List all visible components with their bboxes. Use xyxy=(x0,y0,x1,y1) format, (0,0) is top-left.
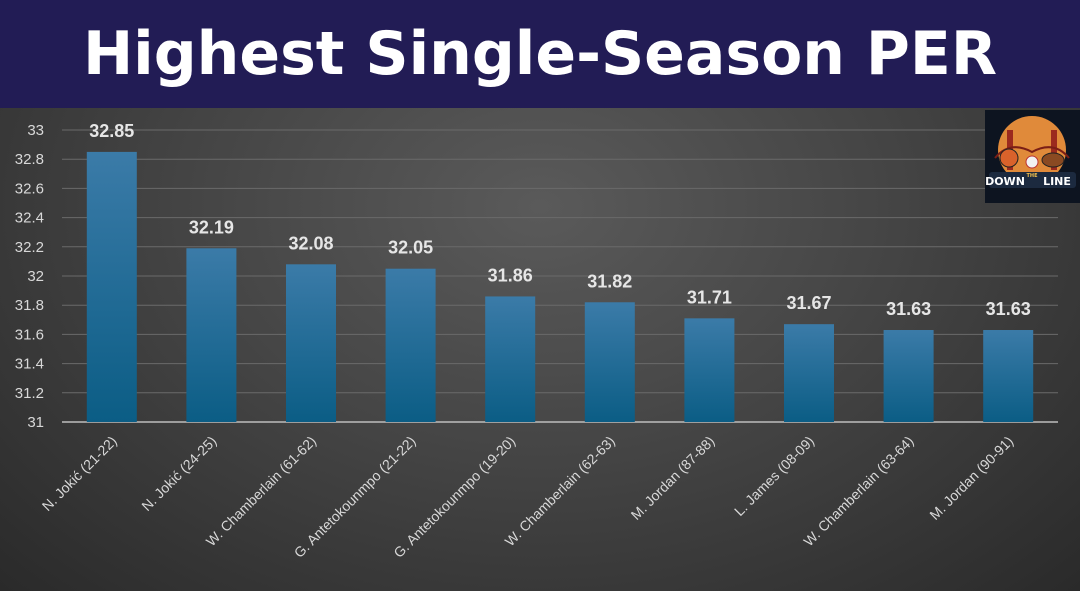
data-label: 31.82 xyxy=(587,271,632,291)
x-category-label: M. Jordan (87-88) xyxy=(628,433,718,523)
data-label: 31.67 xyxy=(786,293,831,313)
bar-chart: 31 31.2 31.4 31.6 31.8 32 32.2 32.4 32.6 32.8 33 3… xyxy=(15,121,1058,561)
y-tick-label: 32 xyxy=(27,268,44,285)
y-tick-label: 31.4 xyxy=(15,356,44,373)
data-label: 31.63 xyxy=(886,299,931,319)
data-label: 32.05 xyxy=(388,238,433,258)
data-label: 31.71 xyxy=(687,287,732,307)
y-tick-label: 32.6 xyxy=(15,180,44,197)
data-label: 31.86 xyxy=(488,265,533,285)
bar xyxy=(86,151,137,422)
bar xyxy=(584,302,635,422)
bar xyxy=(286,264,336,422)
bridge-tower-right xyxy=(1051,130,1057,170)
data-labels: 32.85 32.19 32.08 32.05 31.86 31.82 31.71 31.67… xyxy=(89,121,1030,319)
bar xyxy=(983,330,1034,422)
x-axis-labels: N. Jokić (21-22) N. Jokić (24-25)W. Chamb… xyxy=(39,433,1017,561)
logo-text-line: LINE xyxy=(1043,175,1071,188)
bar xyxy=(883,330,934,422)
x-category-label: N. Jokić (21-22) xyxy=(39,433,120,514)
football-icon xyxy=(1041,152,1065,168)
data-label: 32.19 xyxy=(189,217,234,237)
logo-text-the: THE xyxy=(1026,173,1038,179)
x-category-label: W. Chamberlain (63-64) xyxy=(800,433,916,549)
x-category-label: L. James (08-09) xyxy=(731,433,817,519)
basketball-icon xyxy=(999,148,1019,168)
header-banner: Highest Single-Season PER xyxy=(0,0,1080,108)
bar xyxy=(385,268,436,422)
data-label: 31.63 xyxy=(986,299,1031,319)
bar xyxy=(784,324,834,422)
y-tick-label: 31 xyxy=(27,414,44,431)
x-category-label: N. Jokić (24-25) xyxy=(138,433,219,514)
x-category-label: W. Chamberlain (61-62) xyxy=(203,433,319,549)
x-category-label: M. Jordan (90-91) xyxy=(926,433,1016,523)
y-tick-label: 32.4 xyxy=(15,210,44,227)
bar xyxy=(485,296,536,422)
bars xyxy=(86,151,1034,422)
y-tick-label: 33 xyxy=(27,122,44,139)
bar xyxy=(186,248,237,422)
y-tick-label: 31.2 xyxy=(15,385,44,402)
data-label: 32.85 xyxy=(89,121,134,141)
down-the-line-logo: DOWN THE LINE xyxy=(985,110,1080,203)
y-axis-ticks: 31 31.2 31.4 31.6 31.8 32 32.2 32.4 32.6 32.8 33 xyxy=(15,122,44,431)
y-tick-label: 31.6 xyxy=(15,326,44,343)
y-tick-label: 31.8 xyxy=(15,297,44,314)
y-tick-label: 32.8 xyxy=(15,151,44,168)
page-title: Highest Single-Season PER xyxy=(82,19,998,89)
x-category-label: W. Chamberlain (62-63) xyxy=(502,433,618,549)
data-label: 32.08 xyxy=(288,233,333,253)
bar xyxy=(684,318,735,422)
y-tick-label: 32.2 xyxy=(15,239,44,256)
baseball-icon xyxy=(1025,155,1039,169)
logo-text-down: DOWN xyxy=(985,175,1025,188)
